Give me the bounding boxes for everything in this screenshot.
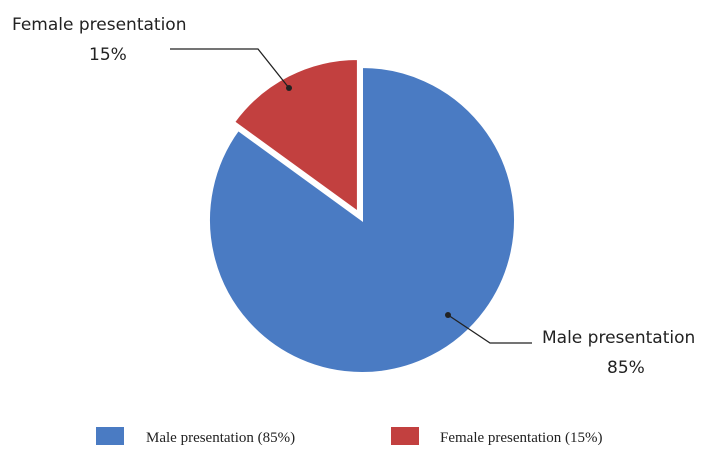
leader-line-female (170, 48, 290, 89)
callout-female: Female presentation 15% (12, 15, 292, 91)
pie-slices (208, 57, 516, 374)
slice-value-male: 85% (607, 358, 645, 378)
legend: Male presentation (85%) Female presentat… (96, 427, 602, 446)
legend-item-male: Male presentation (85%) (96, 427, 295, 446)
slice-female (232, 57, 359, 214)
leader-dot-male (445, 312, 451, 318)
legend-item-female: Female presentation (15%) (391, 427, 602, 446)
callout-male: Male presentation 85% (445, 312, 695, 378)
leader-dot-female (286, 85, 292, 91)
slice-male (208, 65, 516, 374)
slice-label-female: Female presentation (12, 15, 186, 35)
legend-swatch-male (96, 427, 124, 445)
slice-label-male: Male presentation (542, 328, 695, 348)
slice-value-female: 15% (89, 45, 127, 65)
leader-line-male (447, 314, 532, 344)
legend-label-female: Female presentation (15%) (440, 430, 602, 446)
legend-label-male: Male presentation (85%) (146, 430, 295, 446)
legend-swatch-female (391, 427, 419, 445)
